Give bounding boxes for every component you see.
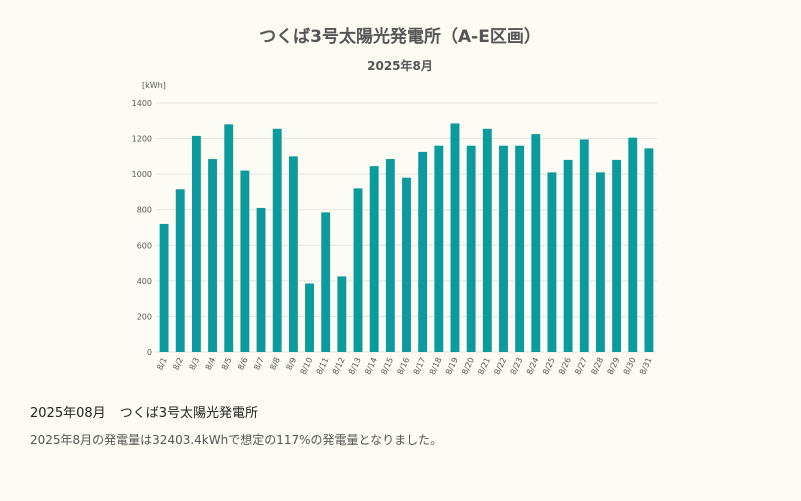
bar [402, 177, 411, 352]
x-tick-label: 8/22 [493, 356, 509, 376]
chart-subtitle: 2025年8月 [367, 58, 433, 73]
x-axis-ticks: 8/1 8/2 8/3 8/4 8/5 8/6 8/7 8/8 8/9 8/10 8/11 8/12 8… [155, 356, 653, 376]
bar [337, 276, 347, 352]
x-tick-label: 8/13 [347, 356, 363, 376]
bar [434, 145, 444, 352]
summary-text: 2025年8月の発電量は32403.4kWhで想定の117%の発電量となりました… [30, 433, 443, 447]
bar [159, 223, 169, 352]
bar [385, 159, 395, 352]
x-tick-label: 8/21 [476, 356, 492, 376]
y-tick-label: 1200 [132, 135, 152, 144]
x-tick-label: 8/23 [509, 356, 525, 376]
bar [208, 159, 218, 352]
x-tick-label: 8/8 [268, 356, 282, 371]
y-axis-unit-label: [kWh] [142, 81, 166, 90]
y-axis-ticks: 0 200 400 600 800 1000 1200 1400 [132, 99, 152, 357]
bar [595, 172, 605, 352]
x-tick-label: 8/31 [638, 356, 654, 376]
y-tick-label: 600 [137, 241, 152, 250]
summary-heading: 2025年08月 つくば3号太陽光発電所 [30, 402, 268, 421]
y-tick-label: 1400 [132, 99, 152, 108]
bar [175, 189, 185, 352]
bar [579, 139, 589, 352]
y-tick-label: 0 [147, 348, 152, 357]
x-tick-label: 8/30 [622, 356, 638, 376]
x-tick-label: 8/18 [428, 356, 444, 376]
bar [240, 170, 250, 352]
x-tick-label: 8/11 [315, 356, 331, 376]
x-tick-label: 8/15 [379, 356, 395, 376]
x-tick-label: 8/5 [220, 356, 234, 371]
x-tick-label: 8/28 [589, 356, 605, 376]
bar [482, 128, 492, 352]
x-tick-label: 8/26 [557, 356, 573, 376]
x-tick-label: 8/7 [252, 356, 266, 371]
bars [159, 123, 654, 352]
bar [563, 159, 573, 352]
bar [612, 159, 622, 352]
y-tick-label: 800 [137, 206, 152, 215]
bar [418, 151, 428, 352]
x-tick-label: 8/10 [299, 356, 315, 376]
y-tick-label: 1000 [132, 170, 152, 179]
x-tick-label: 8/19 [444, 356, 460, 376]
x-tick-label: 8/1 [155, 356, 169, 371]
x-tick-label: 8/14 [363, 356, 379, 376]
bar [305, 283, 314, 352]
x-tick-label: 8/29 [606, 356, 622, 376]
x-tick-label: 8/17 [412, 356, 428, 376]
x-tick-label: 8/25 [541, 356, 557, 376]
summary-heading-date: 2025年08月 [30, 406, 106, 421]
x-tick-label: 8/12 [331, 356, 347, 376]
bar [369, 166, 379, 352]
x-tick-label: 8/20 [460, 356, 476, 376]
bar [547, 172, 557, 352]
bar [256, 207, 266, 352]
bar [628, 137, 638, 352]
bar-chart: つくば3号太陽光発電所（A-E区画） 2025年8月 [kWh] 0 200 400… [132, 26, 657, 376]
bar [531, 134, 541, 352]
x-tick-label: 8/24 [525, 356, 541, 376]
bar [499, 145, 508, 352]
x-tick-label: 8/2 [171, 356, 185, 371]
x-tick-label: 8/9 [285, 356, 299, 371]
x-tick-label: 8/27 [573, 356, 589, 376]
y-tick-label: 200 [137, 312, 152, 321]
bar [450, 123, 460, 352]
x-tick-label: 8/3 [188, 356, 202, 371]
bar [353, 188, 363, 352]
bar [321, 212, 331, 352]
x-tick-label: 8/16 [396, 356, 412, 376]
bar [224, 124, 234, 352]
bar [644, 148, 654, 352]
chart-title: つくば3号太陽光発電所（A-E区画） [259, 26, 541, 47]
bar [288, 156, 298, 352]
bar [466, 145, 476, 352]
bar [191, 135, 201, 352]
y-tick-label: 400 [137, 277, 152, 286]
bar [272, 128, 282, 352]
bar [515, 145, 525, 352]
summary-heading-plant: つくば3号太陽光発電所 [119, 406, 259, 421]
x-tick-label: 8/4 [204, 356, 218, 371]
x-tick-label: 8/6 [236, 356, 250, 371]
